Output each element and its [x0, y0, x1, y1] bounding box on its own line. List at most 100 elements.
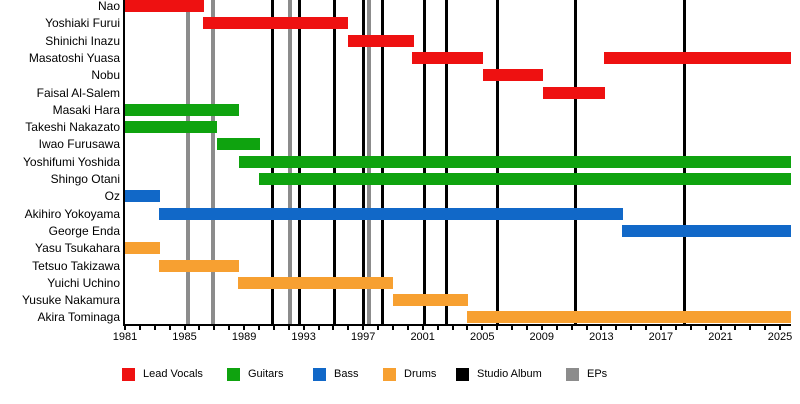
- axis-tick: [436, 326, 439, 330]
- member-name-label: George Enda: [48, 223, 120, 238]
- member-tenure-bar: [158, 259, 239, 272]
- axis-tick: [243, 326, 246, 330]
- legend-label: Bass: [334, 368, 359, 380]
- member-name-label: Masaki Hara: [52, 102, 120, 117]
- member-tenure-bar: [125, 190, 160, 203]
- member-name-label: Nobu: [91, 68, 120, 83]
- axis-year-label: 1997: [350, 331, 376, 343]
- member-name-label: Nao: [97, 0, 120, 13]
- member-tenure-bar: [203, 17, 349, 30]
- member-name-label: Akira Tominaga: [37, 310, 121, 325]
- member-tenure-bar: [393, 294, 469, 307]
- axis-tick: [124, 326, 126, 330]
- axis-year-label: 1985: [172, 331, 197, 343]
- axis-tick: [183, 326, 186, 330]
- member-name-label: Yoshifumi Yoshida: [23, 154, 120, 169]
- member-name-label: Oz: [104, 189, 120, 204]
- member-tenure-bar: [125, 0, 204, 12]
- legend-color-swatch: [122, 368, 135, 381]
- y-axis-line: [123, 0, 125, 326]
- member-name-label: Shinichi Inazu: [45, 33, 120, 48]
- axis-tick: [511, 326, 513, 330]
- legend-label: Lead Vocals: [143, 368, 203, 380]
- axis-tick: [287, 326, 290, 330]
- axis-tick: [377, 326, 380, 330]
- member-tenure-bar: [238, 276, 393, 289]
- axis-tick: [451, 326, 454, 330]
- axis-tick: [302, 326, 305, 330]
- member-tenure-bar: [125, 103, 239, 116]
- axis-year-label: 2001: [410, 331, 435, 343]
- axis-year-label: 2021: [708, 331, 733, 343]
- axis-tick: [540, 326, 543, 330]
- axis-year-label: 1993: [291, 331, 316, 343]
- axis-tick: [645, 326, 647, 330]
- legend-color-swatch: [566, 368, 579, 381]
- axis-tick: [719, 326, 722, 330]
- axis-tick: [466, 326, 469, 330]
- legend-label: Studio Album: [477, 368, 542, 380]
- legend-item: Studio Album: [456, 368, 542, 381]
- x-axis-line: [123, 324, 791, 326]
- axis-tick: [615, 326, 618, 330]
- axis-tick: [481, 326, 484, 330]
- member-name-label: Yusuke Nakamura: [21, 293, 120, 308]
- member-tenure-bar: [217, 138, 260, 151]
- legend-color-swatch: [313, 368, 326, 381]
- member-name-label: Yoshiaki Furui: [45, 16, 120, 31]
- axis-tick: [600, 326, 603, 330]
- axis-tick: [153, 326, 156, 330]
- axis-tick: [213, 326, 216, 330]
- axis-tick: [555, 326, 558, 330]
- member-tenure-bar: [159, 207, 623, 220]
- axis-tick: [704, 326, 707, 330]
- legend-item: Drums: [383, 368, 436, 381]
- axis-tick: [406, 326, 409, 330]
- member-tenure-bar: [543, 86, 606, 99]
- member-tenure-bar: [348, 34, 414, 47]
- legend-item: EPs: [566, 368, 607, 381]
- legend-item: Guitars: [227, 368, 283, 381]
- axis-tick: [362, 326, 365, 330]
- member-name-label: Shingo Otani: [50, 172, 120, 186]
- axis-tick: [630, 326, 633, 330]
- legend-label: Drums: [404, 368, 437, 380]
- axis-tick: [228, 326, 231, 330]
- axis-tick: [138, 326, 141, 330]
- legend-color-swatch: [383, 368, 396, 381]
- axis-tick: [392, 326, 394, 330]
- axis-year-label: 2013: [589, 331, 614, 343]
- axis-tick: [496, 326, 499, 330]
- axis-tick: [332, 326, 335, 330]
- axis-tick: [168, 326, 171, 330]
- axis-tick: [198, 326, 201, 330]
- axis-tick: [347, 326, 350, 330]
- member-tenure-bar: [466, 311, 791, 324]
- member-tenure-bar: [412, 51, 483, 64]
- axis-tick: [764, 326, 767, 330]
- axis-year-label: 2009: [529, 331, 555, 343]
- member-tenure-bar: [604, 51, 791, 64]
- axis-year-label: 1981: [112, 331, 138, 343]
- axis-year-label: 1989: [231, 331, 257, 343]
- member-tenure-bar: [259, 173, 791, 185]
- legend-label: Guitars: [248, 368, 284, 380]
- axis-tick: [674, 326, 677, 330]
- member-tenure-bar: [125, 242, 160, 255]
- member-name-label: Yuichi Uchino: [47, 275, 120, 290]
- member-name-label: Akihiro Yokoyama: [24, 206, 120, 221]
- member-name-label: Faisal Al-Salem: [36, 85, 120, 100]
- member-tenure-bar: [238, 155, 791, 168]
- axis-tick: [525, 326, 528, 330]
- legend-item: Bass: [313, 368, 358, 381]
- ep-line: [210, 0, 215, 324]
- axis-tick: [779, 326, 781, 330]
- member-name-label: Iwao Furusawa: [38, 137, 120, 152]
- member-name-label: Yasu Tsukahara: [35, 241, 120, 256]
- axis-year-label: 2025: [767, 331, 793, 343]
- axis-tick: [272, 326, 275, 330]
- legend-item: Lead Vocals: [122, 368, 203, 381]
- axis-tick: [570, 326, 573, 330]
- axis-year-label: 2005: [470, 331, 495, 343]
